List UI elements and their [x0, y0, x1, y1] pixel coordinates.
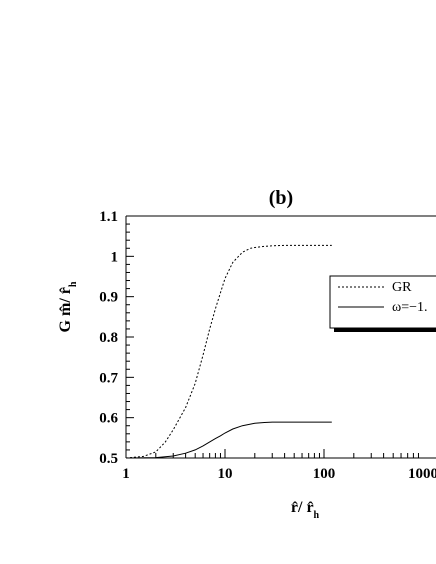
y-axis-label-sub: h [68, 281, 79, 287]
x-tick-label: 1000 [408, 466, 436, 482]
legend-label-0: GR [392, 280, 412, 295]
panel-label: (b) [269, 187, 293, 209]
legend-box [329, 275, 436, 329]
series-group [125, 244, 332, 459]
y-tick-label: 0.5 [99, 451, 118, 467]
y-tick-label: 0.9 [99, 290, 118, 306]
y-tick-label: 0.8 [99, 330, 118, 346]
series-line-0 [125, 244, 332, 459]
y-tick-label: 0.6 [99, 411, 118, 427]
x-axis-label-sub: h [314, 510, 320, 521]
y-tick-label: 1.1 [99, 209, 118, 225]
legend: GR ω=−1. [329, 275, 436, 332]
x-tick-label: 1 [122, 466, 130, 482]
legend-label-1: ω=−1. [392, 300, 428, 315]
series-line-1 [125, 421, 332, 459]
labels: (b) r̂/ r̂h G m̂/ r̂h [57, 187, 320, 521]
x-tick-label: 10 [218, 466, 233, 482]
y-tick-label: 1 [111, 249, 119, 265]
x-tick-label: 100 [313, 466, 336, 482]
y-tick-label: 0.7 [99, 370, 118, 386]
axes: 0.5 0.6 0.7 0.8 0.9 1 1.1 1 10 100 1000 [99, 209, 436, 482]
x-axis-label: r̂/ r̂h [291, 499, 320, 521]
y-axis-label: G m̂/ r̂h [57, 281, 79, 332]
